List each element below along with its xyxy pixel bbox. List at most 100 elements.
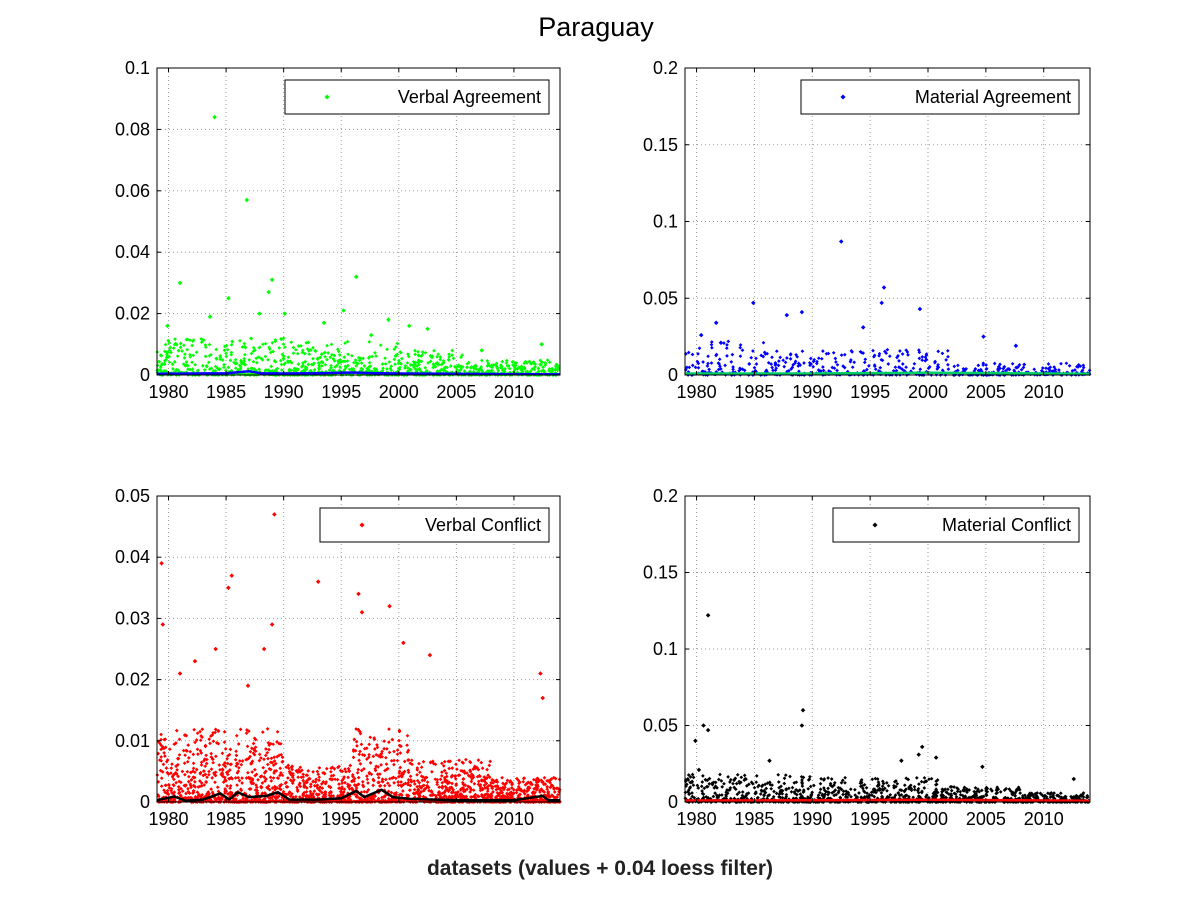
data-point (469, 365, 474, 370)
data-point (527, 359, 532, 364)
data-point (303, 351, 307, 356)
data-point (411, 359, 416, 364)
data-point (359, 366, 364, 371)
data-point (293, 347, 298, 352)
data-point (232, 360, 236, 365)
data-point (184, 337, 189, 342)
data-point (214, 357, 219, 361)
data-point (164, 355, 169, 360)
data-point (326, 351, 330, 355)
data-point (243, 362, 248, 367)
y-tick-label: 0 (140, 365, 150, 385)
data-point (325, 357, 329, 362)
data-point (317, 367, 322, 371)
data-point (167, 360, 172, 365)
data-point (329, 363, 333, 368)
data-point (435, 354, 439, 359)
data-point (362, 364, 367, 368)
y-tick-label: 0.01 (115, 731, 150, 751)
data-point (173, 341, 178, 346)
data-point (162, 349, 167, 354)
data-point (263, 354, 268, 359)
data-point (224, 354, 229, 359)
x-tick-label: 1980 (148, 382, 188, 402)
data-point (243, 345, 248, 350)
data-point (261, 342, 265, 347)
x-tick-label: 2010 (1024, 382, 1064, 402)
data-point (450, 348, 455, 353)
data-point (423, 365, 428, 370)
data-point (456, 363, 461, 368)
data-point (199, 340, 204, 345)
data-point (157, 359, 162, 364)
data-point (545, 358, 550, 362)
data-point (447, 354, 452, 359)
y-tick-label: 0.02 (115, 670, 150, 690)
data-point (322, 350, 327, 355)
data-point (249, 351, 254, 356)
data-point (496, 368, 501, 373)
data-point (465, 365, 470, 369)
data-point (186, 363, 190, 368)
data-point (354, 363, 359, 368)
data-point (408, 363, 413, 367)
subplot-verbal-agreement: 1980 1985 1990 1995 2000 2005 201000.020.040.0… (115, 58, 561, 402)
data-point (397, 358, 401, 363)
data-point (441, 360, 446, 365)
data-point (433, 364, 438, 369)
data-point (387, 360, 392, 364)
data-point (367, 354, 372, 359)
data-point (307, 352, 312, 357)
y-tick-label: 0.06 (115, 181, 150, 201)
data-point (494, 361, 499, 366)
data-point (230, 339, 235, 344)
data-point (251, 345, 256, 350)
data-point (209, 352, 213, 357)
data-point (246, 367, 251, 371)
data-point (458, 368, 462, 373)
y-tick-label: 0.04 (115, 547, 150, 567)
data-point (175, 354, 180, 358)
data-point (385, 367, 389, 371)
data-point (203, 354, 208, 359)
x-tick-label: 1995 (850, 382, 890, 402)
data-point (441, 368, 446, 373)
data-point (542, 369, 547, 374)
data-point (303, 359, 308, 364)
data-point (287, 367, 292, 372)
data-point (499, 365, 503, 370)
data-point (503, 367, 507, 371)
data-point (438, 355, 443, 359)
data-point (424, 368, 429, 373)
x-tick-label: 1990 (792, 382, 832, 402)
data-point (354, 360, 359, 365)
data-point (283, 361, 288, 366)
data-point (188, 354, 193, 359)
data-point (506, 364, 511, 368)
data-point (164, 369, 169, 374)
data-point (301, 361, 305, 365)
data-point (350, 368, 354, 373)
data-point (385, 347, 389, 352)
data-point (182, 343, 186, 348)
y-tick-label: 0.04 (115, 242, 150, 262)
data-point (202, 367, 207, 372)
data-point (159, 353, 164, 358)
data-point (226, 365, 231, 370)
data-point (165, 350, 170, 355)
data-point (418, 368, 422, 372)
data-point (407, 369, 411, 374)
data-point (229, 352, 234, 357)
y-tick-label: 0.1 (653, 212, 678, 232)
data-point (529, 362, 533, 366)
data-point (266, 357, 270, 362)
data-point (490, 368, 494, 373)
data-point (399, 362, 403, 366)
x-tick-label: 2000 (379, 809, 419, 829)
data-point (182, 356, 187, 360)
data-point (383, 362, 388, 366)
data-point (447, 352, 451, 357)
data-point (203, 345, 208, 350)
data-point (477, 369, 481, 373)
data-point (176, 348, 181, 353)
